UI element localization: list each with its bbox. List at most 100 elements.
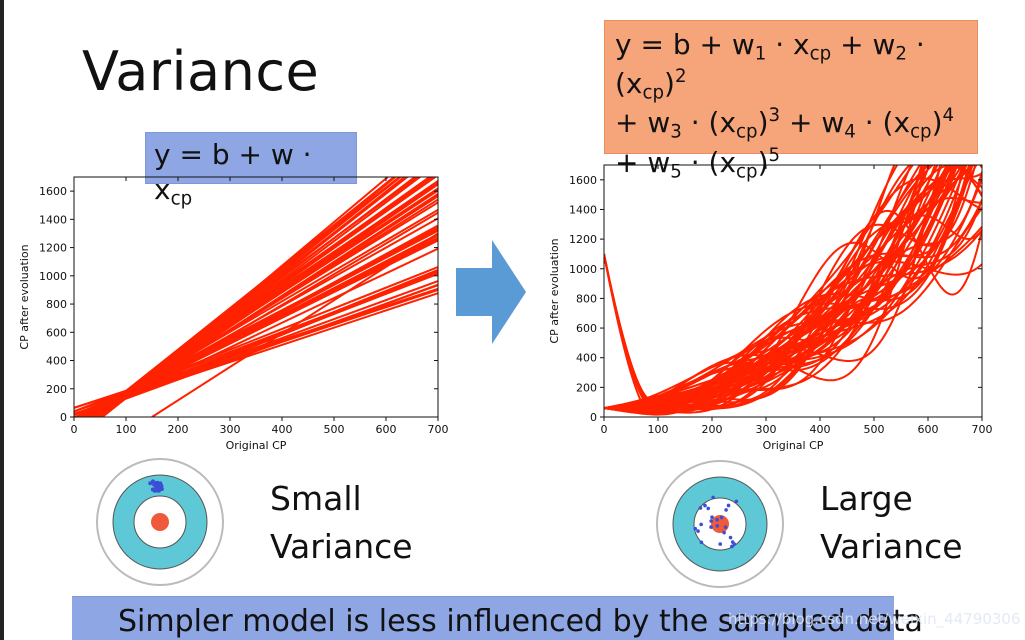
polynomial-fit-curve <box>604 165 951 411</box>
formula-part: + w <box>615 145 671 179</box>
y-tick-label: 0 <box>590 411 597 424</box>
polynomial-fit-curve <box>604 165 933 413</box>
polynomial-fit-curve <box>604 229 982 414</box>
right-arrow-icon <box>456 240 526 348</box>
y-tick-label: 400 <box>576 352 597 365</box>
formula-part: ) <box>757 106 769 140</box>
sample-dot <box>156 488 161 493</box>
y-tick-label: 1600 <box>569 174 597 187</box>
sample-dot <box>734 499 739 504</box>
formula-part: · (x <box>855 106 911 140</box>
formula-sub: 5 <box>670 161 682 183</box>
sample-dot <box>711 495 715 500</box>
y-tick-label: 1400 <box>39 213 67 226</box>
y-tick-label: 400 <box>46 355 67 368</box>
y-tick-label: 1200 <box>39 242 67 255</box>
y-tick-label: 1600 <box>39 185 67 198</box>
formula-part: · (x <box>681 145 737 179</box>
y-axis-label: CP after evoluation <box>548 238 561 343</box>
polynomial-fit-plot: 0 100 200 300 400 500 600 700 0 200 400 600 800 1000 1… <box>530 155 1000 469</box>
formula-part: ) <box>931 106 943 140</box>
sample-dot <box>152 482 157 487</box>
formula-sub: 4 <box>844 121 856 143</box>
formula-part: + w <box>780 106 845 140</box>
y-tick-label: 800 <box>576 292 597 305</box>
sample-dot <box>148 481 153 486</box>
y-tick-label: 1400 <box>569 203 597 216</box>
x-tick-label: 200 <box>168 423 189 436</box>
y-tick-label: 0 <box>60 411 67 424</box>
linear-fit-plot: 0 100 200 300 400 500 600 700 0 200 400 600 800 1000 1… <box>0 165 460 469</box>
plot-frame <box>603 164 983 418</box>
sample-dot <box>699 540 704 545</box>
sample-dot <box>709 525 713 529</box>
x-tick-label: 200 <box>702 423 723 436</box>
left-border <box>0 0 4 640</box>
sample-dot <box>728 535 733 540</box>
x-axis-label: Original CP <box>226 439 287 452</box>
polynomial-fit-curve <box>604 165 954 410</box>
y-tick-label: 600 <box>576 322 597 335</box>
formula-sub: 1 <box>754 43 767 65</box>
formula-sub: 2 <box>895 43 907 65</box>
polynomial-fit-svg: 0 100 200 300 400 500 600 700 0 200 400 600 800 1000 1… <box>548 164 993 452</box>
formula-subscript: cp <box>170 188 193 210</box>
series-group <box>604 165 982 416</box>
linear-fit-line <box>151 232 438 417</box>
sample-dot <box>155 483 160 488</box>
y-tick-label: 200 <box>576 381 597 394</box>
formula-line-3: + w5 · (xcp)5 <box>615 145 977 184</box>
sample-dot <box>715 517 719 522</box>
formula-text: y = b + w · x <box>154 138 312 206</box>
sample-dot <box>698 506 703 510</box>
formula-part: · (x <box>615 28 925 101</box>
formula-sub: cp <box>736 161 758 183</box>
sample-dot <box>696 529 700 533</box>
small-variance-target-icon <box>94 456 226 592</box>
linear-fit-line <box>74 228 438 417</box>
x-tick-label: 700 <box>428 423 449 436</box>
formula-sup: 5 <box>768 144 781 166</box>
formula-part: y = b + w <box>615 28 755 61</box>
x-tick-label: 700 <box>972 423 993 436</box>
formula-sub: cp <box>910 121 932 143</box>
linear-fit-line <box>74 288 438 413</box>
large-variance-target-icon <box>654 458 786 594</box>
label-variance: Variance <box>820 526 963 566</box>
sample-dot <box>722 530 726 535</box>
formula-part: ) <box>757 145 769 179</box>
series-group <box>74 177 438 417</box>
conclusion-bar <box>72 596 894 640</box>
label-small: Small <box>270 479 362 518</box>
conclusion-text: Simpler model is less influenced by the … <box>118 604 923 639</box>
plot-frame <box>73 176 439 418</box>
sample-dot <box>723 525 728 529</box>
slide-title: Variance <box>82 40 320 103</box>
x-tick-label: 500 <box>864 423 885 436</box>
y-tick-label: 600 <box>46 326 67 339</box>
polynomial-fit-curve <box>604 165 913 411</box>
sample-dot <box>706 506 711 511</box>
complex-model-formula: y = b + w1 · xcp + w2 · (xcp)2 + w3 · (x… <box>604 20 978 182</box>
y-tick-label: 1000 <box>569 263 597 276</box>
formula-sub: cp <box>809 43 832 65</box>
formula-sub: 3 <box>670 121 682 143</box>
label-variance: Variance <box>270 526 413 566</box>
x-tick-label: 600 <box>918 423 939 436</box>
sample-dot <box>699 522 703 527</box>
sample-dot <box>693 526 698 531</box>
sample-dot <box>732 542 737 546</box>
sample-dot <box>718 542 723 546</box>
watermark-url: https://blog.csdn.net/weixin_44790306 <box>728 610 1021 628</box>
sample-dot <box>703 503 707 508</box>
sample-dot <box>724 508 728 512</box>
linear-fit-line <box>74 292 438 415</box>
formula-line-1: y = b + w1 · xcp + w2 · (xcp)2 <box>615 27 977 105</box>
polynomial-fit-curve <box>604 165 970 416</box>
formula-sup: 2 <box>674 66 687 88</box>
linear-fit-svg: 0 100 200 300 400 500 600 700 0 200 400 600 800 1000 1… <box>18 176 449 452</box>
y-axis-label: CP after evoluation <box>18 244 31 349</box>
polynomial-fit-curve <box>604 165 965 410</box>
x-tick-label: 400 <box>272 423 293 436</box>
formula-part: + w <box>615 106 671 140</box>
